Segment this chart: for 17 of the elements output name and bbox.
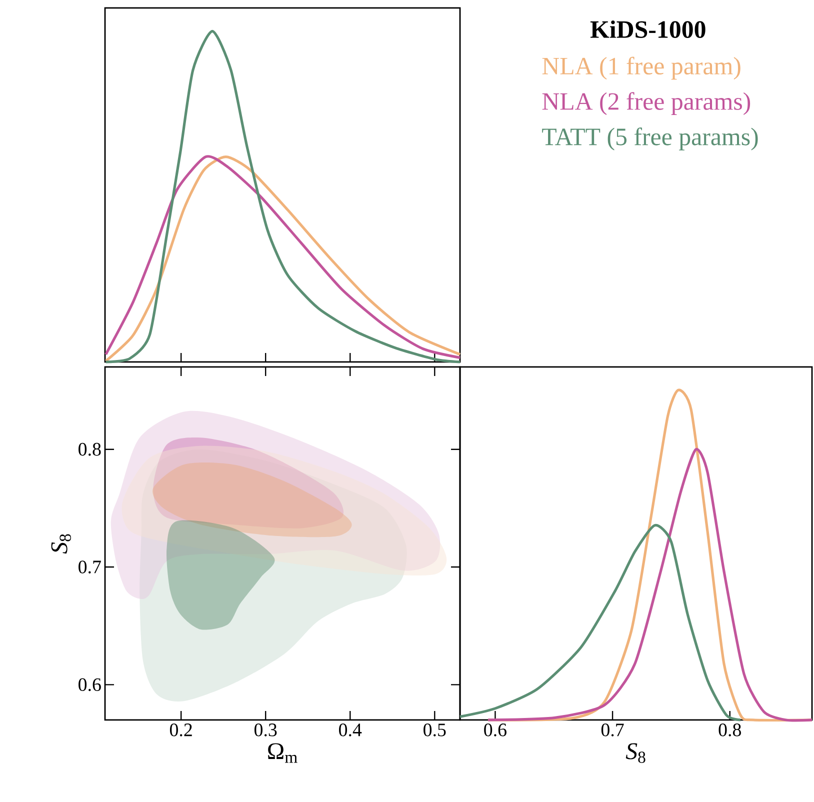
- x-tick-label: 0.7: [601, 724, 624, 736]
- x-tick-label: 0.8: [718, 724, 741, 736]
- text: NLA (1 free param): [542, 56, 740, 80]
- legend-title: KiDS-1000: [590, 20, 706, 38]
- x-axis-title: Ω$_{m}$: [268, 743, 298, 763]
- y-tick-label: 0.6: [78, 678, 101, 692]
- y-tick-label: 0.8: [78, 442, 101, 456]
- y-axis-title: S$_{8}$: [51, 534, 71, 554]
- x-tick-label: 0.2: [170, 724, 192, 736]
- x-tick-label: 0.3: [254, 724, 277, 736]
- x-tick-label: 0.6: [484, 724, 506, 736]
- x-tick-label: 0.4: [339, 724, 362, 736]
- text: TATT (5 free params): [542, 128, 758, 150]
- x-tick-label: 0.5: [424, 724, 446, 736]
- text: NLA (2 free params): [542, 92, 750, 115]
- y-tick-label: 0.7: [78, 560, 101, 574]
- x-axis-title: S$_{8}$: [626, 743, 646, 763]
